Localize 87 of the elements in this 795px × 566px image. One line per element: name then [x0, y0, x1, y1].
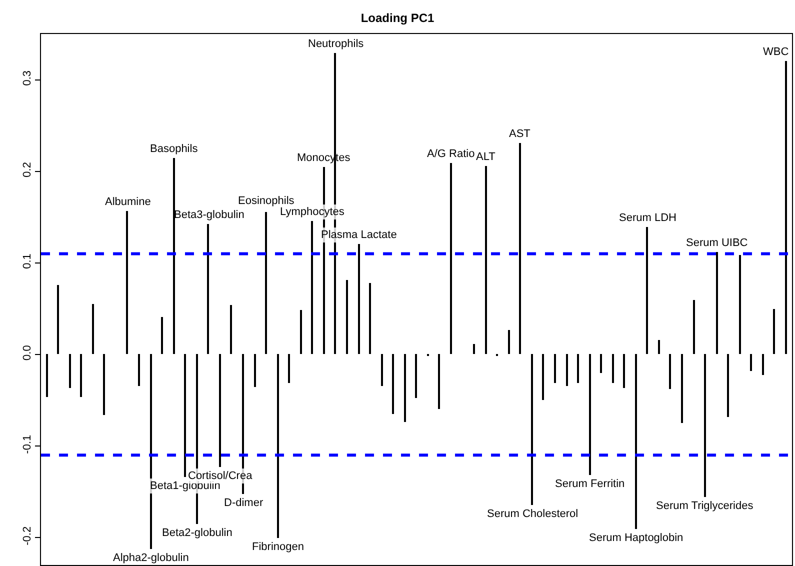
bar: [485, 166, 487, 354]
bar: [773, 309, 775, 354]
data-label: Serum Ferritin: [555, 478, 625, 490]
data-label: ALT: [476, 151, 496, 163]
data-label: Basophils: [150, 143, 198, 155]
data-label: Eosinophils: [238, 195, 295, 207]
bar: [138, 354, 140, 386]
bar: [612, 354, 614, 383]
bar: [300, 310, 302, 354]
bar: [554, 354, 556, 383]
bar: [438, 354, 440, 409]
bar: [358, 244, 360, 354]
data-label: Plasma Lactate: [321, 229, 397, 241]
bar: [658, 340, 660, 354]
bar: [669, 354, 671, 389]
bar: [57, 285, 59, 354]
bar: [369, 283, 371, 354]
bar: [693, 300, 695, 354]
bar: [704, 354, 706, 497]
y-tick-label: -0.1: [22, 434, 34, 454]
bar: [219, 354, 221, 467]
bar: [542, 354, 544, 400]
y-tick-label: 0.0: [22, 345, 34, 360]
bar: [623, 354, 625, 388]
data-label: Serum UIBC: [686, 237, 748, 249]
bar: [404, 354, 406, 422]
bar: [450, 163, 452, 354]
bar: [508, 330, 510, 354]
bar: [46, 354, 48, 397]
bar: [473, 344, 475, 354]
bar: [103, 354, 105, 415]
data-label: Beta1-globulin: [150, 480, 220, 492]
bar: [785, 61, 787, 354]
y-tick-label: -0.2: [22, 526, 34, 546]
data-label: Cortisol/Crea: [188, 470, 254, 482]
bar: [415, 354, 417, 398]
chart-title: Loading PC1: [360, 11, 434, 26]
bar: [69, 354, 71, 388]
data-label: A/G Ratio: [427, 148, 475, 160]
bar: [311, 221, 313, 354]
data-label: Fibrinogen: [252, 541, 304, 553]
bar: [184, 354, 186, 477]
bar: [681, 354, 683, 423]
bar: [150, 354, 152, 549]
bar: [161, 317, 163, 354]
bar: [727, 354, 729, 417]
bar: [265, 212, 267, 354]
bar: [381, 354, 383, 386]
data-label: Serum Haptoglobin: [589, 532, 684, 544]
data-label: D-dimer: [224, 497, 264, 509]
data-label: Beta2-globulin: [162, 527, 232, 539]
bar: [173, 158, 175, 354]
bar: [566, 354, 568, 386]
bar: [519, 143, 521, 354]
bar: [531, 354, 533, 505]
bar: [577, 354, 579, 383]
bar: [230, 305, 232, 354]
y-tick-label: 0.1: [22, 254, 34, 269]
bar: [92, 304, 94, 354]
data-label: WBC: [763, 46, 789, 58]
data-label: Beta3-globulin: [174, 209, 244, 221]
bar: [392, 354, 394, 414]
data-label: Albumine: [105, 196, 151, 208]
bar: [762, 354, 764, 375]
bar: [716, 252, 718, 354]
bar: [750, 354, 752, 371]
bar: [126, 211, 128, 354]
bar: [277, 354, 279, 538]
bar: [288, 354, 290, 383]
bar: [589, 354, 591, 475]
bar: [635, 354, 637, 529]
bar: [346, 280, 348, 354]
bar: [646, 227, 648, 354]
bar: [80, 354, 82, 397]
data-label: AST: [509, 128, 531, 140]
data-label: Serum Triglycerides: [656, 500, 754, 512]
data-label: Serum Cholesterol: [487, 508, 578, 520]
data-label: Lymphocytes: [280, 206, 345, 218]
data-label: Alpha2-globulin: [113, 552, 189, 564]
data-label: Serum LDH: [619, 212, 677, 224]
data-label: Neutrophils: [308, 38, 364, 50]
bar: [600, 354, 602, 373]
y-tick-label: 0.3: [22, 70, 34, 86]
bar: [207, 224, 209, 354]
bar: [739, 255, 741, 354]
y-tick-label: 0.2: [22, 162, 34, 178]
bar: [254, 354, 256, 387]
